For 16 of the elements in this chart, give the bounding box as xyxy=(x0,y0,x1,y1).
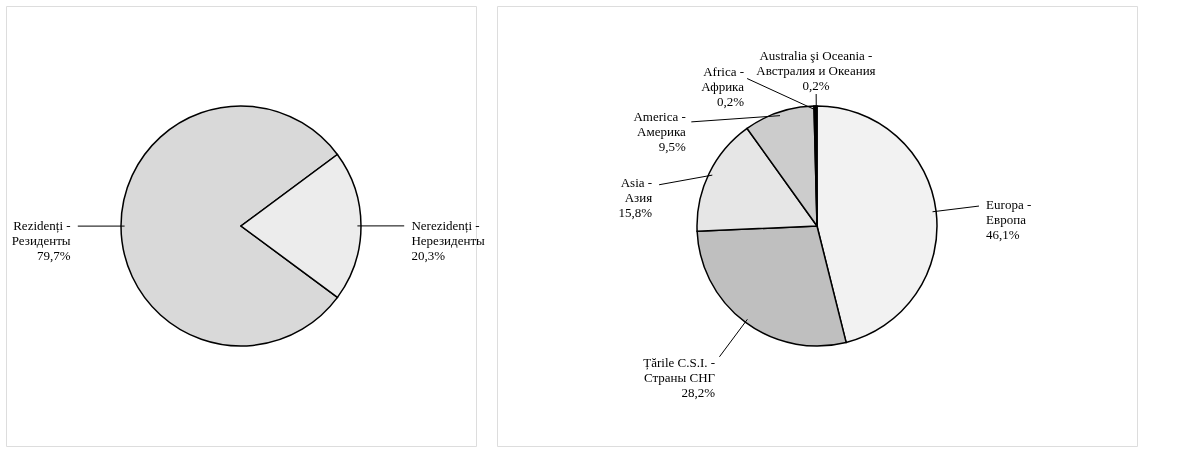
slice-label: America - Америка xyxy=(633,109,687,140)
slice-label: Nerezidenți - Нерезиденты xyxy=(411,217,486,248)
data-label: 9,5% xyxy=(658,139,686,155)
slice-label: Europa - Европа xyxy=(986,197,1032,228)
slice-label: Asia - Азия xyxy=(620,174,653,205)
data-label: 15,8% xyxy=(618,204,653,220)
data-label: 28,2% xyxy=(681,384,716,400)
data-label: 0,2% xyxy=(716,94,745,110)
data-label: 79,7% xyxy=(37,248,71,264)
slice-label: Rezidenți - Резиденты xyxy=(11,218,71,249)
slice-label: Australia şi Oceania - Австралия и Океания xyxy=(756,47,876,78)
slice-label: Africa - Африка xyxy=(701,64,745,95)
data-label: 46,1% xyxy=(986,227,1020,243)
data-label: 20,3% xyxy=(411,247,446,263)
data-label: 0,2% xyxy=(802,77,830,93)
slice-label: Țările C.S.I. - Страны СНГ xyxy=(643,354,716,385)
